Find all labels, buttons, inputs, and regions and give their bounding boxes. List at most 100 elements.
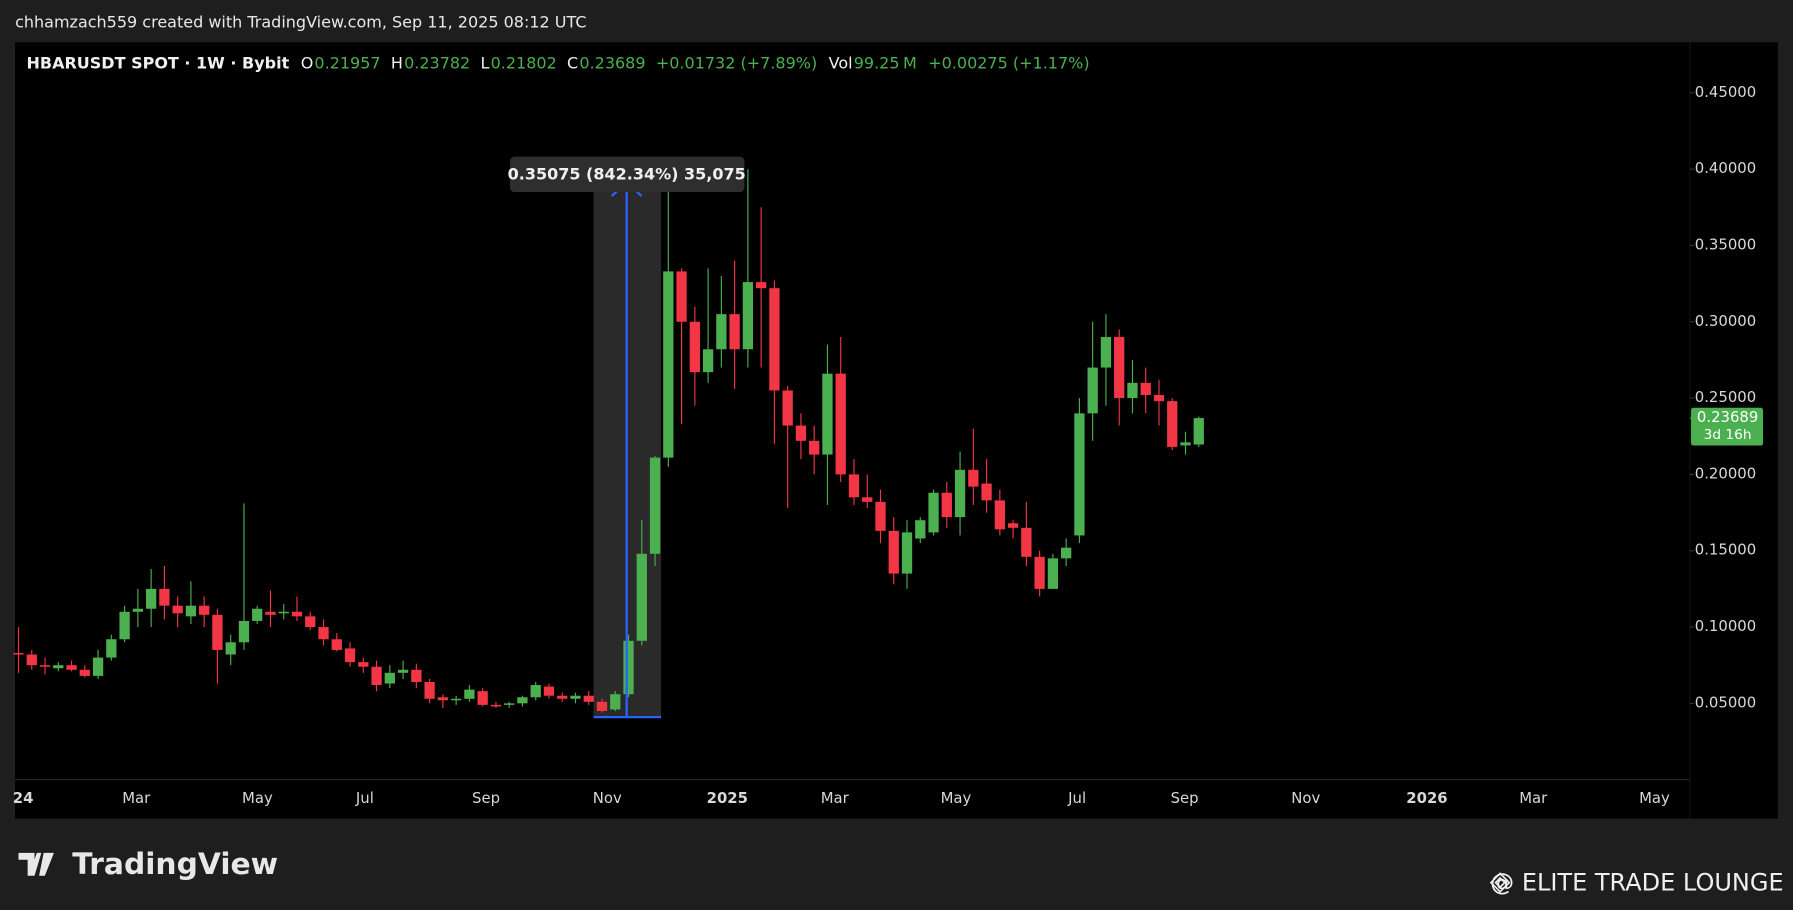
chart-pane (15, 42, 1778, 819)
candle-body (212, 614, 223, 650)
candle-body (1034, 556, 1045, 589)
header-text: O (301, 54, 314, 73)
y-tick-label: 0.45000 (1695, 83, 1756, 101)
y-tick-label: 0.40000 (1695, 159, 1756, 177)
candle-body (26, 654, 37, 666)
candle-body (106, 639, 117, 658)
candle-body (530, 685, 541, 698)
last-price-box (1691, 407, 1764, 446)
candle-body (901, 532, 913, 574)
header-text: L (481, 54, 490, 73)
candle-body (676, 271, 687, 322)
header-text: +0.01732 (+7.89%) (656, 54, 817, 73)
candle-body (1021, 527, 1032, 557)
candle-body (954, 469, 966, 518)
header-text: HBARUSDT SPOT · 1W · Bybit (27, 54, 290, 73)
candle-body (822, 373, 833, 455)
candle-body (13, 652, 24, 655)
header-text: 0.23689 (579, 54, 645, 73)
candle-body (437, 697, 449, 701)
candle-body (39, 665, 51, 667)
x-tick-label: Sep (1171, 789, 1199, 807)
candle-body (543, 686, 555, 696)
candle-body (358, 662, 369, 667)
candle-body (1180, 442, 1191, 446)
candle-body (981, 483, 992, 501)
candle-body (305, 616, 316, 628)
candle-body (623, 640, 634, 695)
candle-body (331, 639, 342, 650)
candle-body (225, 642, 236, 655)
logo-icon (18, 852, 54, 876)
candle-body (424, 681, 435, 699)
candle-body (477, 691, 488, 705)
watermark: chhamzach559 created with TradingView.co… (15, 12, 586, 31)
candle-body (252, 608, 263, 621)
measure-box (510, 156, 745, 193)
candle-body (450, 698, 462, 701)
candle-body (464, 689, 475, 699)
x-tick-label: 2026 (1406, 789, 1447, 807)
x-tick-label: Nov (593, 789, 622, 807)
candle-body (185, 605, 197, 617)
candle-body (1193, 418, 1204, 445)
x-tick-label: Sep (472, 789, 500, 807)
last-price-label: 0.23689 (1697, 408, 1758, 426)
candle-body (504, 703, 515, 705)
header-text: 99.25 (854, 54, 900, 73)
candle-body (411, 669, 422, 682)
x-tick-label: May (1639, 789, 1670, 807)
candle-body (570, 695, 581, 699)
y-tick-label: 0.10000 (1695, 617, 1756, 635)
header-text: +0.00275 (+1.17%) (928, 54, 1089, 73)
candle-body (596, 701, 608, 711)
x-tick-label: Mar (122, 789, 151, 807)
candle-body (1114, 337, 1125, 399)
candle-body (729, 314, 740, 350)
x-tick-label: 24 (13, 789, 34, 807)
candle-body (517, 697, 528, 704)
candle-body (809, 440, 820, 455)
y-tick-label: 0.30000 (1695, 312, 1756, 330)
candle-body (928, 492, 939, 533)
candle-body (994, 500, 1005, 530)
measure-label: 0.35075 (842.34%) 35,075 (508, 164, 746, 183)
candle-body (490, 704, 502, 707)
header-text: 0.23782 (404, 54, 470, 73)
y-tick-label: 0.05000 (1695, 693, 1756, 711)
candle-body (1061, 547, 1072, 559)
candle-body (848, 474, 860, 498)
logo-text: TradingView (72, 847, 278, 882)
candle-body (915, 520, 926, 539)
candle-body (66, 665, 77, 670)
candle-body (278, 611, 289, 614)
x-tick-label: Mar (1519, 789, 1548, 807)
header-text: 0.21802 (491, 54, 557, 73)
candle-body (1140, 382, 1151, 396)
candle-body (888, 530, 899, 574)
candle-body (610, 694, 621, 710)
candle-body (1007, 523, 1019, 528)
candle-body (742, 282, 754, 350)
candle-body (79, 669, 90, 676)
candle-body (384, 672, 395, 684)
candle-body (1167, 401, 1178, 447)
candle-body (172, 605, 183, 614)
logo: TradingView (18, 847, 278, 882)
candle-body (769, 288, 780, 391)
candle-body (862, 497, 873, 502)
candle-body (1153, 395, 1165, 402)
candle-body (702, 349, 714, 373)
candle-body (968, 469, 979, 487)
x-tick-label: Jul (1067, 789, 1086, 807)
header-text: M (903, 54, 917, 73)
candle-body (199, 605, 210, 615)
candle-body (716, 314, 727, 350)
candle-body (344, 648, 356, 663)
x-tick-label: May (242, 789, 273, 807)
header-text: C (567, 54, 578, 73)
x-tick-label: 2025 (707, 789, 748, 807)
header-text: 0.21957 (314, 54, 380, 73)
candle-body (875, 501, 886, 531)
